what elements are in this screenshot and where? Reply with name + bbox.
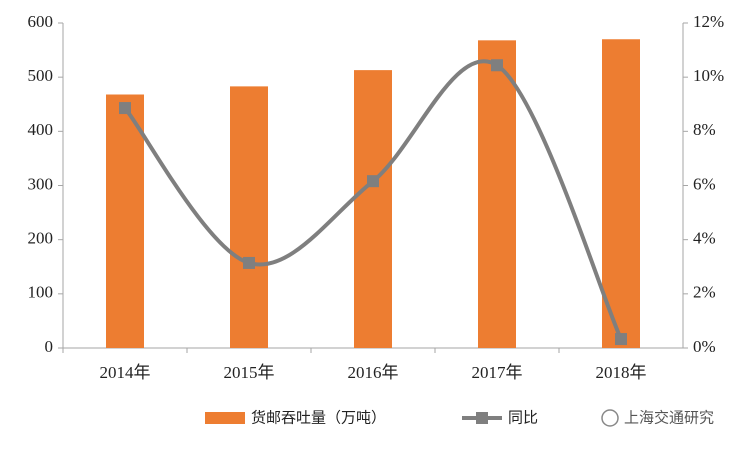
watermark: 上海交通研究 <box>624 409 714 427</box>
line <box>123 59 623 340</box>
y2-tick-label: 0% <box>693 337 716 356</box>
y2-tick-label: 12% <box>693 12 724 31</box>
x-tick-label: 2014年 <box>100 363 151 382</box>
marker <box>243 256 255 269</box>
y-tick-label: 500 <box>28 66 54 85</box>
marker <box>491 59 503 72</box>
y2-tick-label: 4% <box>693 229 716 248</box>
marker <box>367 175 379 188</box>
legend-label: 同比 <box>508 409 538 427</box>
bar <box>478 40 516 348</box>
y-tick-label: 600 <box>28 12 54 31</box>
legend-swatch <box>205 412 245 424</box>
legend-label: 货邮吞吐量（万吨） <box>251 409 386 427</box>
bar <box>106 94 144 348</box>
y2-tick-label: 10% <box>693 66 724 85</box>
y2-tick-label: 6% <box>693 174 716 193</box>
x-tick-label: 2016年 <box>348 363 399 382</box>
watermark-icon <box>601 409 619 427</box>
y2-tick-label: 2% <box>693 283 716 302</box>
x-tick-label: 2015年 <box>224 363 275 382</box>
legend-swatch <box>476 412 488 424</box>
bar <box>602 39 640 348</box>
y-tick-label: 100 <box>28 283 54 302</box>
marker <box>119 102 131 115</box>
bar <box>354 70 392 348</box>
y-tick-label: 400 <box>28 120 54 139</box>
y-tick-label: 300 <box>28 174 54 193</box>
x-tick-label: 2018年 <box>596 363 647 382</box>
bar <box>230 86 268 348</box>
marker <box>615 333 627 346</box>
y-tick-label: 200 <box>28 229 54 248</box>
x-tick-label: 2017年 <box>472 363 523 382</box>
y2-tick-label: 8% <box>693 120 716 139</box>
y-tick-label: 0 <box>45 337 54 356</box>
